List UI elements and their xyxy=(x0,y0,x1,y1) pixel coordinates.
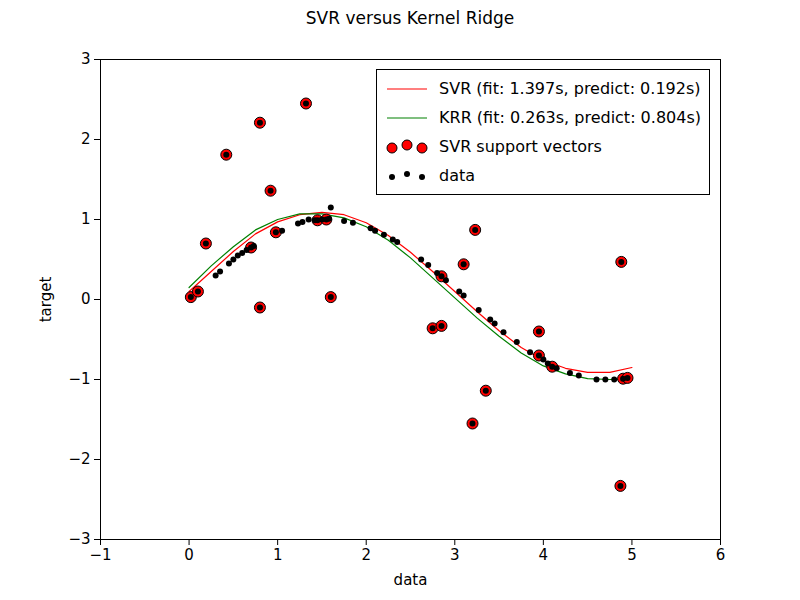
html-text:KRR (fit: 0.263s, predict: 0.8: KRR (fit: 0.263s, predict: 0.804s) xyxy=(439,108,701,127)
svg-text:3: 3 xyxy=(450,546,460,564)
svg-text:−1: −1 xyxy=(68,370,90,388)
svg-text:−2: −2 xyxy=(68,450,90,468)
svg-text:2: 2 xyxy=(81,130,91,148)
html-text:SVR (fit: 1.397s, predict: 0.1: SVR (fit: 1.397s, predict: 0.192s) xyxy=(439,79,701,98)
html-text:SVR support vectors: SVR support vectors xyxy=(439,137,602,156)
svg-text:−1: −1 xyxy=(89,546,111,564)
svg-text:3: 3 xyxy=(81,50,91,68)
svg-text:1: 1 xyxy=(273,546,283,564)
svg-text:target: target xyxy=(37,277,55,323)
svg-text:2: 2 xyxy=(361,546,371,564)
svg-text:6: 6 xyxy=(716,546,726,564)
svg-text:1: 1 xyxy=(81,210,91,228)
svg-text:−3: −3 xyxy=(68,530,90,548)
html-text:data: data xyxy=(439,166,476,185)
html-text:SVR versus Kernel Ridge: SVR versus Kernel Ridge xyxy=(305,8,515,28)
svg-text:0: 0 xyxy=(81,290,91,308)
svg-text:0: 0 xyxy=(184,546,194,564)
svg-text:4: 4 xyxy=(539,546,549,564)
svg-text:data: data xyxy=(394,571,428,589)
svg-text:5: 5 xyxy=(627,546,637,564)
